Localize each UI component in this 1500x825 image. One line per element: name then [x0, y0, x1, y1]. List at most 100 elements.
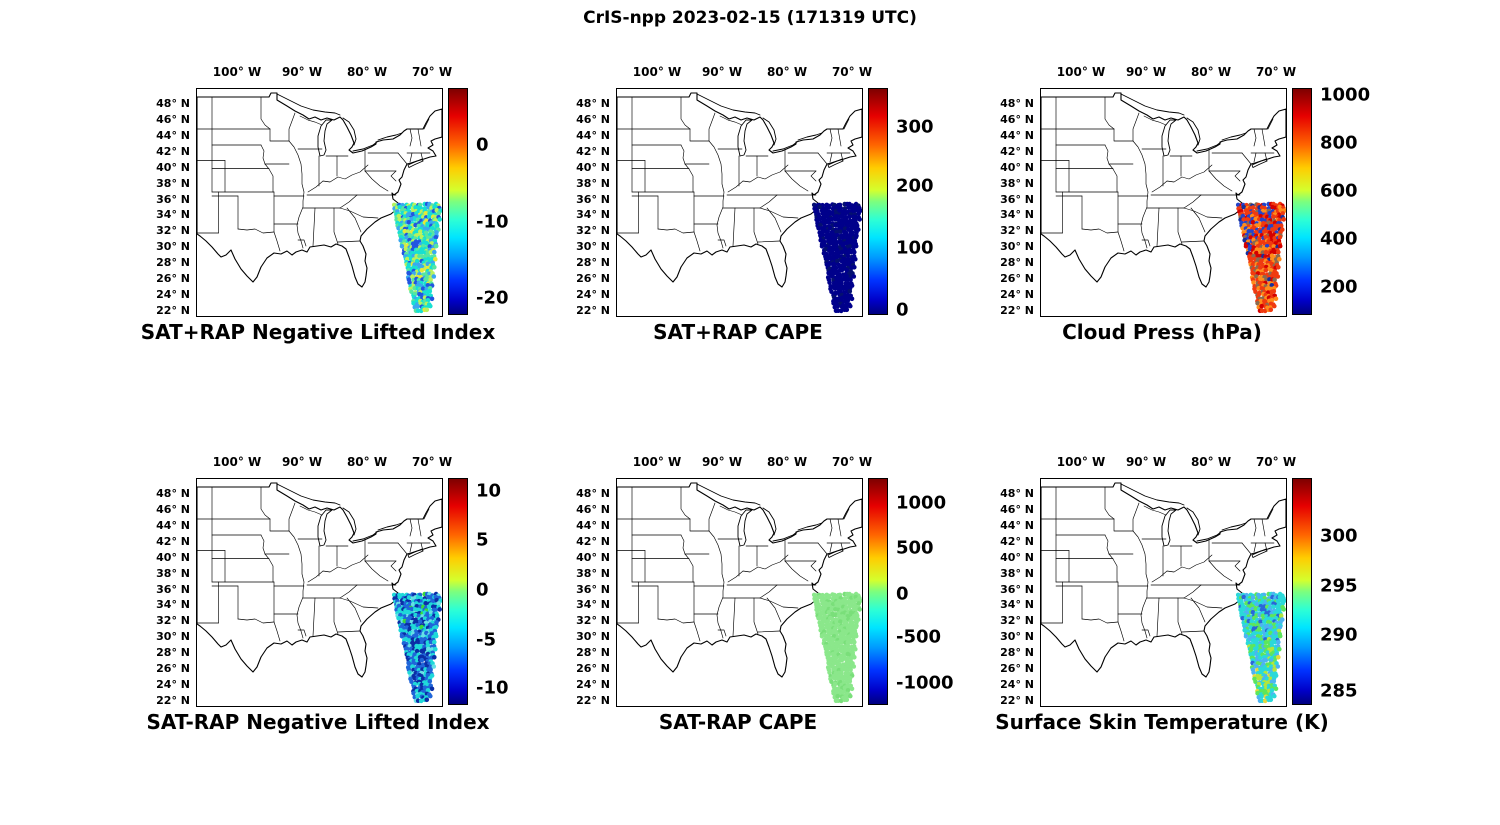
lat-tick-label: 26° N	[156, 272, 190, 286]
lon-tick-label: 100° W	[212, 65, 262, 79]
lat-tick-label: 36° N	[156, 192, 190, 206]
lon-tick-label: 100° W	[1056, 455, 1106, 469]
lat-tick-label: 46° N	[576, 502, 610, 516]
colorbar-tick-label: 0	[896, 583, 909, 605]
lon-tick-label: 70° W	[831, 455, 873, 469]
panel-sat-plus-rap-negative-lifted-index: 100° W 90° W 80° W 70° W 48° N 46° N 44° N 42°…	[141, 65, 566, 358]
lat-tick-label: 22° N	[156, 303, 190, 317]
panel-sat-plus-rap-cape: 100° W 90° W 80° W 70° W 48° N 46° N 44° N 42°…	[576, 65, 986, 358]
colorbar-tick-label: 1000	[896, 492, 947, 514]
colorbar-tick-label: 600	[1320, 180, 1358, 202]
lon-tick-label: 100° W	[1056, 65, 1106, 79]
panel-surface-skin-temperature: 100° W 90° W 80° W 70° W 48° N 46° N 44° N 42°…	[995, 455, 1410, 748]
colorbar-tick-label: -500	[896, 626, 942, 648]
lon-tick-label: 80° W	[1190, 65, 1232, 79]
lat-tick-label: 30° N	[1000, 630, 1034, 644]
lat-tick-label: 22° N	[576, 693, 610, 707]
lat-tick-label: 46° N	[156, 502, 190, 516]
lat-tick-label: 42° N	[576, 144, 610, 158]
lon-tick-label: 70° W	[1255, 65, 1297, 79]
lat-axis-labels: 48° N 46° N 44° N 42° N 40° N 38° N 36° N 34° N…	[984, 488, 1034, 707]
colorbar-tick-label: 800	[1320, 132, 1358, 154]
lat-tick-label: 24° N	[576, 678, 610, 692]
lat-tick-label: 26° N	[1000, 272, 1034, 286]
colorbar-gradient	[448, 88, 468, 315]
lat-tick-label: 40° N	[576, 550, 610, 564]
lat-tick-label: 32° N	[156, 224, 190, 238]
lon-tick-label: 100° W	[632, 455, 682, 469]
map-canvas	[196, 88, 443, 317]
lon-axis-labels: 100° W 90° W 80° W 70° W	[616, 65, 872, 81]
lat-tick-label: 32° N	[1000, 614, 1034, 628]
colorbar-gradient	[868, 478, 888, 705]
colorbar-tick-label: 200	[1320, 276, 1358, 298]
lat-tick-label: 48° N	[576, 97, 610, 110]
scatter-swath	[811, 591, 862, 704]
lat-tick-label: 26° N	[576, 272, 610, 286]
panel-title: SAT-RAP CAPE	[658, 710, 818, 734]
lat-tick-label: 22° N	[1000, 303, 1034, 317]
lat-tick-label: 36° N	[1000, 192, 1034, 206]
lat-tick-label: 44° N	[1000, 128, 1034, 142]
lon-tick-label: 90° W	[281, 455, 323, 469]
colorbar-tick-label: -5	[476, 629, 496, 651]
lat-tick-label: 38° N	[1000, 566, 1034, 580]
colorbar-tick-label: 500	[896, 537, 934, 559]
lat-tick-label: 38° N	[1000, 176, 1034, 190]
panel-title: Surface Skin Temperature (K)	[995, 710, 1329, 734]
lat-tick-label: 40° N	[1000, 550, 1034, 564]
lat-tick-label: 22° N	[576, 303, 610, 317]
lat-tick-label: 32° N	[156, 614, 190, 628]
lon-tick-label: 70° W	[1255, 455, 1297, 469]
lat-tick-label: 32° N	[576, 614, 610, 628]
lon-tick-label: 80° W	[1190, 455, 1232, 469]
lon-tick-label: 90° W	[281, 65, 323, 79]
colorbar-gradient	[1292, 88, 1312, 315]
colorbar-tick-label: 200	[896, 175, 934, 197]
lon-axis-labels: 100° W 90° W 80° W 70° W	[196, 65, 452, 81]
scatter-swath	[811, 201, 862, 314]
lat-tick-label: 38° N	[576, 566, 610, 580]
lat-tick-label: 42° N	[156, 534, 190, 548]
lat-tick-label: 30° N	[576, 630, 610, 644]
colorbar-labels: 1000 500 0 -500 -1000	[896, 478, 976, 705]
lat-tick-label: 36° N	[1000, 582, 1034, 596]
map-canvas	[1040, 88, 1287, 317]
colorbar-labels: 300 200 100 0	[896, 88, 976, 321]
map-canvas	[196, 478, 443, 707]
lat-tick-label: 44° N	[156, 518, 190, 532]
lat-tick-label: 38° N	[576, 176, 610, 190]
lat-tick-label: 36° N	[576, 192, 610, 206]
lat-tick-label: 40° N	[1000, 160, 1034, 174]
lat-tick-label: 44° N	[156, 128, 190, 142]
lat-tick-label: 36° N	[156, 582, 190, 596]
lat-tick-label: 36° N	[576, 582, 610, 596]
lon-tick-label: 70° W	[411, 65, 453, 79]
colorbar-tick-label: 0	[476, 134, 489, 156]
lat-tick-label: 24° N	[1000, 678, 1034, 692]
panel-sat-minus-rap-negative-lifted-index: 100° W 90° W 80° W 70° W 48° N 46° N 44° N 42°…	[146, 455, 566, 748]
lat-tick-label: 44° N	[576, 128, 610, 142]
lat-tick-label: 32° N	[1000, 224, 1034, 238]
panel-title: Cloud Press (hPa)	[1062, 320, 1262, 344]
colorbar-tick-label: -10	[476, 677, 509, 699]
colorbar-tick-label: 400	[1320, 228, 1358, 250]
lat-tick-label: 30° N	[156, 630, 190, 644]
colorbar-tick-label: -10	[476, 211, 509, 233]
figure-title: CrIS-npp 2023-02-15 (171319 UTC)	[583, 8, 917, 28]
lat-tick-label: 28° N	[156, 256, 190, 270]
lat-axis-labels: 48° N 46° N 44° N 42° N 40° N 38° N 36° N 34° N…	[560, 98, 610, 317]
colorbar-tick-label: 1000	[1320, 84, 1371, 106]
lat-tick-label: 48° N	[576, 487, 610, 500]
colorbar-tick-label: 10	[476, 480, 502, 502]
colorbar-tick-label: 295	[1320, 575, 1358, 597]
lon-tick-label: 70° W	[831, 65, 873, 79]
lat-tick-label: 42° N	[1000, 534, 1034, 548]
lon-tick-label: 90° W	[701, 455, 743, 469]
lat-tick-label: 34° N	[1000, 208, 1034, 222]
lat-tick-label: 22° N	[1000, 693, 1034, 707]
lat-tick-label: 28° N	[576, 256, 610, 270]
scatter-swath	[391, 591, 442, 704]
lat-axis-labels: 48° N 46° N 44° N 42° N 40° N 38° N 36° N 34° N…	[984, 98, 1034, 317]
panel-title: SAT-RAP Negative Lifted Index	[146, 710, 490, 734]
